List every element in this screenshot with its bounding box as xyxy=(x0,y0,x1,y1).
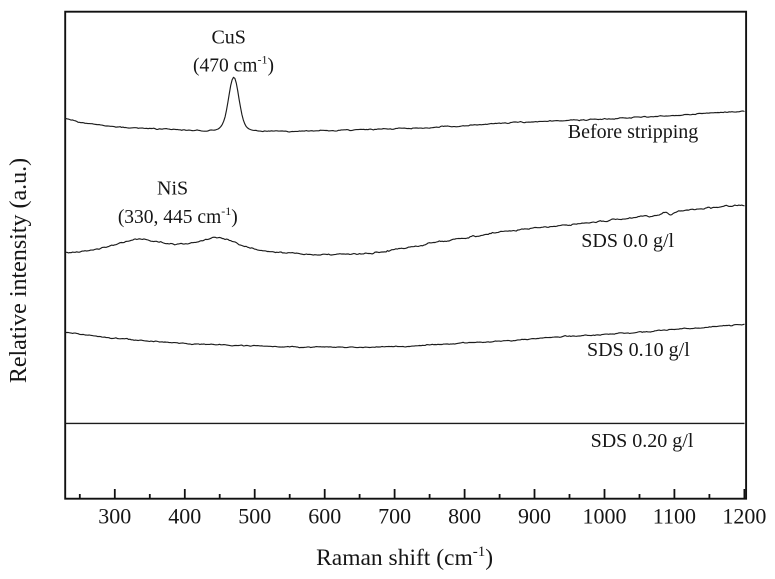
svg-text:Relative intensity (a.u.): Relative intensity (a.u.) xyxy=(6,158,32,383)
svg-text:(330, 445 cm-1): (330, 445 cm-1) xyxy=(118,204,238,228)
svg-text:1200: 1200 xyxy=(722,504,766,529)
svg-text:300: 300 xyxy=(98,504,131,529)
svg-text:SDS 0.10 g/l: SDS 0.10 g/l xyxy=(587,339,690,361)
svg-text:Before stripping: Before stripping xyxy=(568,121,699,143)
svg-text:500: 500 xyxy=(238,504,271,529)
svg-text:SDS 0.20 g/l: SDS 0.20 g/l xyxy=(591,430,694,452)
svg-text:800: 800 xyxy=(448,504,481,529)
svg-text:900: 900 xyxy=(518,504,551,529)
svg-text:1000: 1000 xyxy=(583,504,627,529)
svg-text:1100: 1100 xyxy=(653,504,696,529)
svg-text:NiS: NiS xyxy=(157,178,188,200)
svg-text:600: 600 xyxy=(308,504,341,529)
svg-text:400: 400 xyxy=(168,504,201,529)
svg-text:SDS 0.0 g/l: SDS 0.0 g/l xyxy=(581,230,674,252)
svg-text:700: 700 xyxy=(378,504,411,529)
svg-text:CuS: CuS xyxy=(211,27,245,49)
svg-text:Raman shift (cm-1): Raman shift (cm-1) xyxy=(316,544,493,571)
